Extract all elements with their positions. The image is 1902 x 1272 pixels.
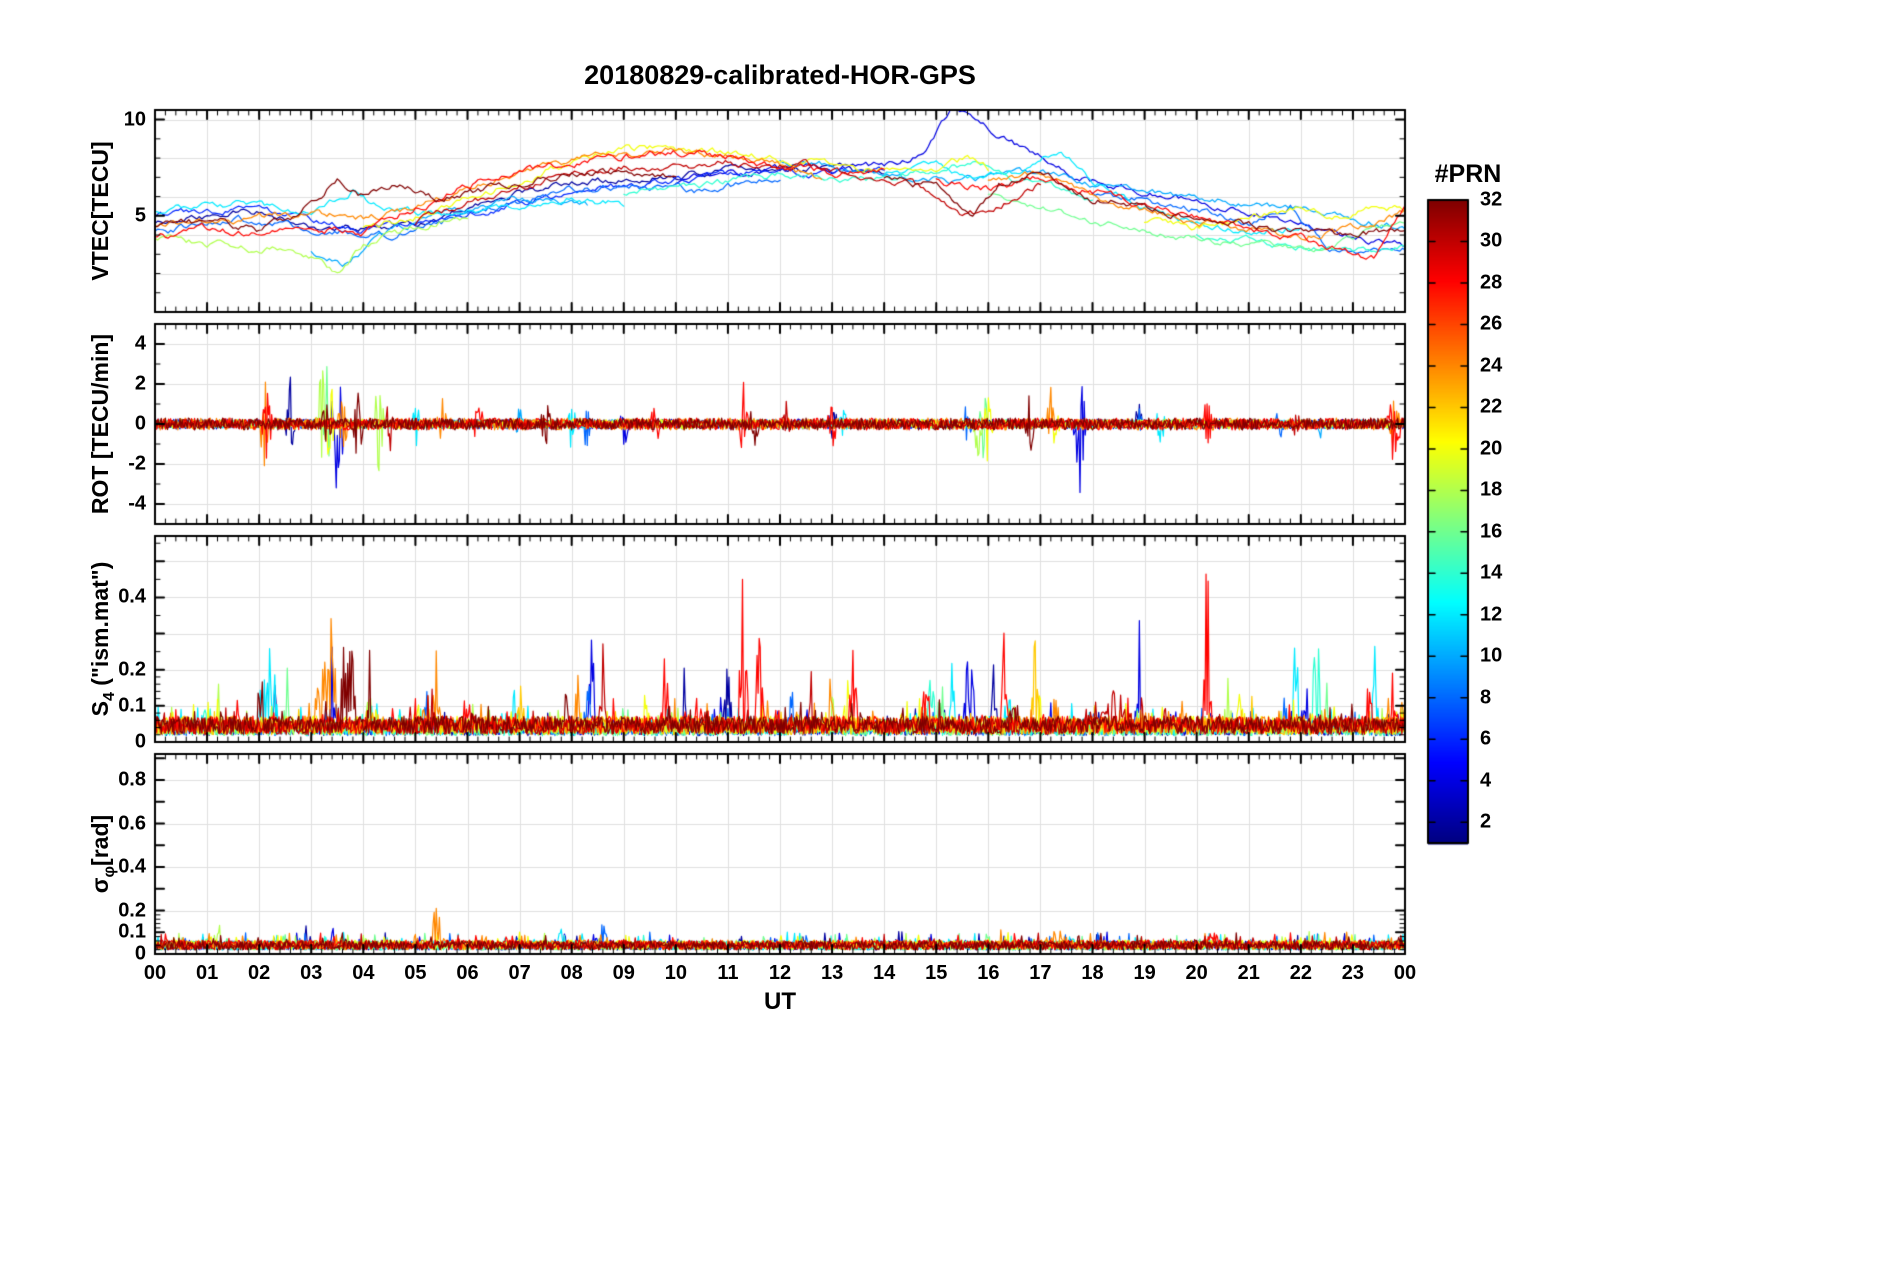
ylabel-sigma-sub: φ	[99, 865, 118, 878]
ylabel-vtec-text: VTEC[TECU]	[87, 141, 114, 281]
colorbar-tick-label: 18	[1480, 478, 1503, 501]
x-tick-label: 07	[508, 962, 531, 984]
x-tick-label: 21	[1237, 962, 1260, 984]
x-tick-label: 00	[143, 962, 167, 984]
y-tick-label-sigma-phi: 0.2	[118, 899, 146, 922]
ylabel-s4-sub: 4	[99, 692, 118, 702]
x-tick-label: 18	[1081, 962, 1104, 984]
x-tick-label: 23	[1341, 962, 1365, 984]
x-tick-label: 06	[456, 962, 479, 984]
y-tick-label-rot: -4	[128, 492, 146, 515]
colorbar-tick-label: 22	[1480, 395, 1503, 418]
x-tick-label: 16	[977, 962, 1000, 984]
colorbar-tick-label: 2	[1480, 810, 1492, 833]
y-tick-label-vtec: 5	[134, 204, 146, 227]
ylabel-sigma-text: σ	[87, 877, 114, 894]
x-tick-label: 03	[300, 962, 323, 984]
colorbar-tick-label: 20	[1480, 437, 1503, 460]
colorbar-tick-label: 32	[1480, 188, 1503, 211]
y-tick-label-s4: 0.4	[118, 585, 146, 608]
chart-title: 20180829-calibrated-HOR-GPS	[584, 60, 976, 90]
colorbar-tick-label: 30	[1480, 229, 1503, 252]
x-tick-label: 00	[1393, 962, 1417, 984]
colorbar-tick-label: 28	[1480, 271, 1503, 294]
colorbar-tick-label: 10	[1480, 644, 1503, 667]
y-tick-label-s4: 0.1	[118, 694, 146, 717]
y-tick-label-rot: -2	[128, 452, 146, 475]
y-tick-label-sigma-phi: 0.6	[118, 812, 146, 835]
y-tick-label-rot: 4	[134, 332, 146, 355]
colorbar-tick-label: 16	[1480, 520, 1503, 543]
y-tick-label-vtec: 10	[123, 108, 146, 131]
x-tick-label: 05	[404, 962, 427, 984]
x-tick-label: 14	[873, 962, 896, 984]
x-axis-label: UT	[764, 988, 796, 1015]
x-tick-label: 04	[352, 962, 375, 984]
x-tick-label: 17	[1029, 962, 1052, 984]
x-tick-label: 10	[664, 962, 687, 984]
y-tick-label-sigma-phi: 0.8	[118, 768, 146, 791]
y-tick-label-rot: 0	[134, 412, 146, 435]
colorbar-tick-label: 6	[1480, 727, 1492, 750]
colorbar-tick-label: 4	[1480, 769, 1492, 792]
x-tick-label: 09	[612, 962, 635, 984]
x-tick-label: 15	[925, 962, 948, 984]
x-tick-label: 20	[1185, 962, 1208, 984]
x-tick-label: 11	[717, 962, 739, 984]
y-tick-label-sigma-phi: 0.1	[118, 920, 146, 943]
ylabel-rot-text: ROT [TECU/min]	[87, 333, 114, 515]
ylabel-s4-text: S	[87, 701, 114, 717]
colorbar-tick-label: 12	[1480, 603, 1503, 626]
y-tick-label-s4: 0	[134, 730, 146, 753]
x-tick-label: 22	[1289, 962, 1312, 984]
ylabel-s4-post: ("ism.mat")	[87, 561, 114, 693]
colorbar-tick-label: 24	[1480, 354, 1503, 377]
colorbar-tick-label: 8	[1480, 686, 1492, 709]
x-tick-label: 19	[1133, 962, 1156, 984]
x-tick-label: 13	[820, 962, 844, 984]
y-tick-label-sigma-phi: 0	[134, 942, 146, 965]
x-tick-label: 12	[768, 962, 792, 984]
y-tick-label-s4: 0.2	[118, 658, 146, 681]
colorbar-tick-label: 26	[1480, 312, 1503, 335]
ylabel-sigma-post: [rad]	[87, 814, 114, 866]
colorbar-title: #PRN	[1434, 160, 1502, 188]
x-tick-label: 02	[248, 962, 271, 984]
y-tick-label-rot: 2	[134, 372, 146, 395]
x-tick-label: 01	[195, 962, 219, 984]
x-tick-label: 08	[560, 962, 583, 984]
y-tick-label-sigma-phi: 0.4	[118, 855, 146, 878]
colorbar-tick-label: 14	[1480, 561, 1503, 584]
